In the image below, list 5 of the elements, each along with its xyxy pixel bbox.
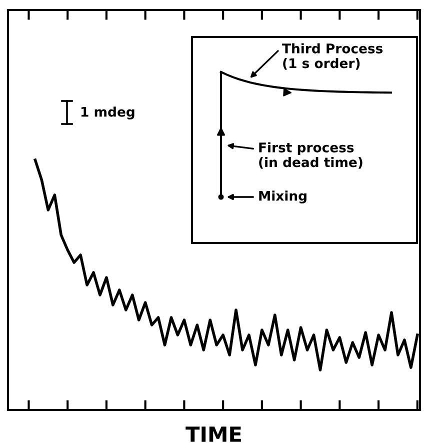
annotation: First process (in dead time) xyxy=(259,142,362,169)
annotation: Mixing xyxy=(259,190,306,204)
text: Third Process (1 s order) xyxy=(282,43,383,70)
text: 1 mdeg xyxy=(81,106,134,120)
x-axis-title: TIME xyxy=(186,426,241,442)
